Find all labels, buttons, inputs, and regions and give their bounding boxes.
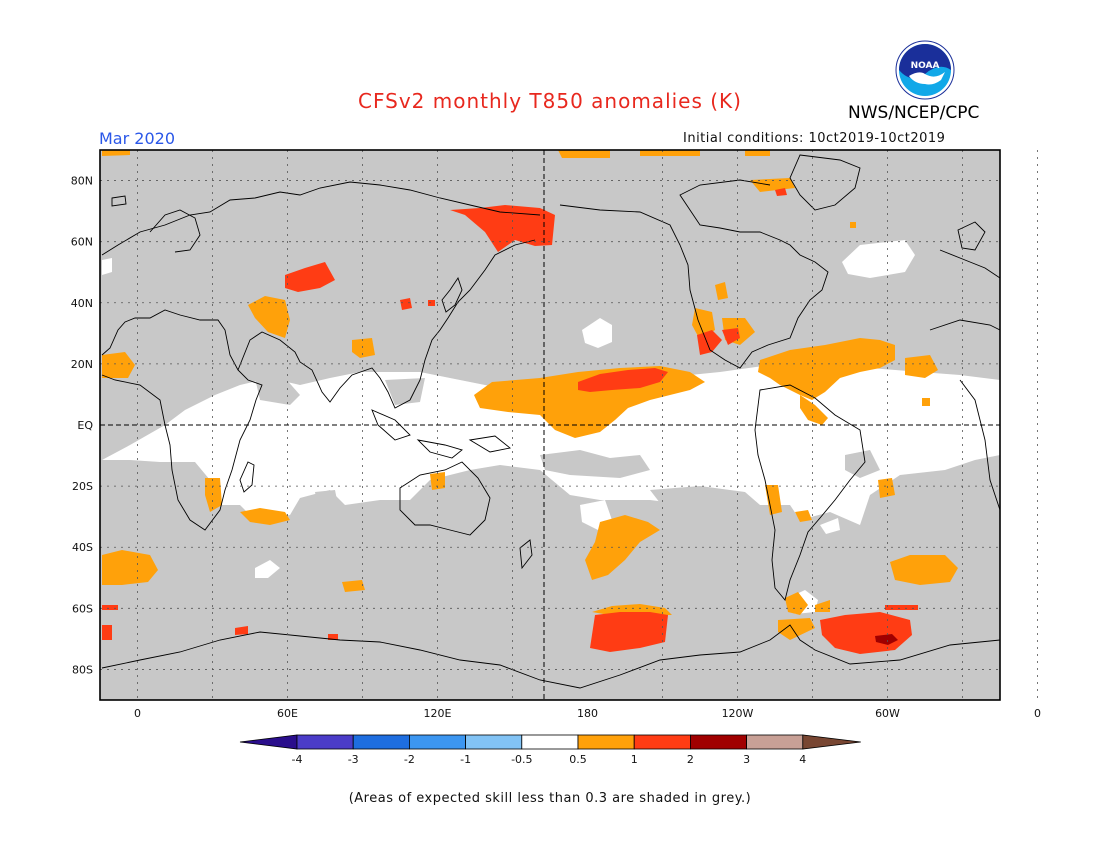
colorbar-tick-label: 3 (743, 753, 750, 766)
colorbar-arrow-high (802, 734, 861, 750)
lat-tick-label: 20S (72, 480, 93, 493)
colorbar-tick-label: -3 (348, 753, 359, 766)
colorbar-tick-label: 2 (687, 753, 694, 766)
map-title: CFSv2 monthly T850 anomalies (K) (358, 89, 742, 113)
logo-text: NOAA (911, 61, 940, 71)
lon-tick-label: 120E (424, 707, 452, 720)
lon-tick-label: 60E (277, 707, 298, 720)
colorbar-tick-label: -4 (292, 753, 303, 766)
lat-tick-label: 40N (71, 297, 93, 310)
footnote: (Areas of expected skill less than 0.3 a… (348, 791, 752, 806)
colorbar-tick-label: 0.5 (569, 753, 587, 766)
anomaly-0.5-to-1 (102, 150, 958, 640)
colorbar-swatch (465, 734, 523, 750)
colorbar-tick-label: -1 (460, 753, 471, 766)
lon-tick-label: 120W (722, 707, 754, 720)
colorbar-swatch (296, 734, 354, 750)
colorbar-swatch (633, 734, 691, 750)
lon-tick-label: 60W (875, 707, 900, 720)
colorbar-tick-label: -0.5 (511, 753, 532, 766)
longitude-labels: 0 60E 120E 180 120W 60W 0 (134, 707, 1041, 720)
lat-tick-label: 60N (71, 236, 93, 249)
lat-tick-label: 80N (71, 175, 93, 188)
valid-month: Mar 2020 (99, 129, 175, 148)
lon-tick-label: 0 (134, 707, 141, 720)
colorbar-swatch (521, 734, 579, 750)
lat-tick-label: 60S (72, 602, 93, 615)
colorbar-swatch (746, 734, 804, 750)
low-skill-holes (102, 378, 880, 508)
initial-conditions: Initial conditions: 10ct2019-10ct2019 (683, 131, 946, 146)
latitude-labels: 80N 60N 40N 20N EQ 20S 40S 60S 80S (71, 175, 94, 677)
lat-tick-label: 80S (72, 663, 93, 676)
lat-tick-label: 40S (72, 541, 93, 554)
lon-tick-label: 180 (577, 707, 598, 720)
lon-tick-label: 0 (1034, 707, 1041, 720)
colorbar-swatch (690, 734, 748, 750)
colorbar-arrow-low (239, 734, 298, 750)
lat-tick-label: EQ (77, 419, 93, 432)
anomaly-1-to-2 (102, 188, 918, 654)
colorbar-swatch (352, 734, 410, 750)
agency-label: NWS/NCEP/CPC (848, 103, 980, 123)
map-frame (99, 149, 1001, 701)
colorbar-swatch (577, 734, 635, 750)
coastlines (101, 154, 1001, 689)
colorbar-tick-label: 1 (631, 753, 638, 766)
colorbar-tick-label: 4 (799, 753, 806, 766)
colorbar-swatch (408, 734, 466, 750)
anomaly-2-to-3 (875, 634, 898, 645)
noaa-logo: NOAA (895, 40, 955, 100)
lat-tick-label: 20N (71, 358, 93, 371)
colorbar-tick-label: -2 (404, 753, 415, 766)
